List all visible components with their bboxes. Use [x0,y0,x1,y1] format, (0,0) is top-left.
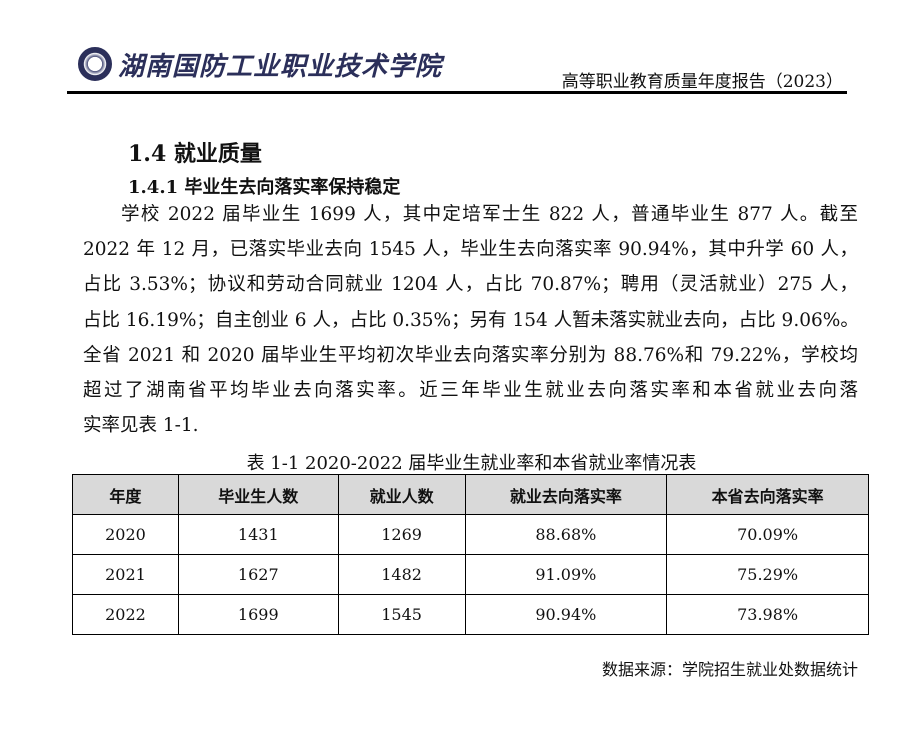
column-header: 就业人数 [337,474,466,515]
subsection-title: 1.4.1 毕业生去向落实率保持稳定 [128,177,401,198]
section-title: 1.4 就业质量 [128,141,262,167]
table-row: 2022 1699 1545 90.94% 73.98% [72,594,869,635]
column-header: 毕业生人数 [177,474,339,515]
table-caption: 表 1-1 2020-2022 届毕业生就业率和本省就业率情况表 [246,453,697,474]
table-cell: 88.68% [464,514,668,555]
table-cell: 2022 [72,594,179,635]
column-header: 年度 [72,474,179,515]
paragraph-line: 超过了湖南省平均毕业去向落实率。近三年毕业生就业去向落实率和本省就业去向落 [83,380,858,402]
table-row: 2021 1627 1482 91.09% 75.29% [72,554,869,595]
table-cell: 1431 [177,514,339,555]
table-cell: 91.09% [464,554,668,595]
table-header-row: 年度 毕业生人数 就业人数 就业去向落实率 本省去向落实率 [72,474,869,515]
paragraph-line: 实率见表 1-1. [83,415,199,437]
employment-table: 年度 毕业生人数 就业人数 就业去向落实率 本省去向落实率 2020 1431 12… [72,474,869,635]
column-header: 本省去向落实率 [666,474,869,515]
table-cell: 1269 [337,514,466,555]
paragraph-line: 占比 16.19%；自主创业 6 人，占比 0.35%；另有 154 人暂未落实… [83,309,859,331]
report-title: 高等职业教育质量年度报告（2023） [561,72,843,92]
table-row: 2020 1431 1269 88.68% 70.09% [72,514,869,555]
table-cell: 2021 [72,554,179,595]
table-cell: 70.09% [666,514,869,555]
table-cell: 2020 [72,514,179,555]
school-name: 湖南国防工业职业技术学院 [118,52,443,82]
table-cell: 1482 [337,554,466,595]
table-cell: 1627 [177,554,339,595]
table-cell: 90.94% [464,594,668,635]
table-cell: 1545 [337,594,466,635]
body-paragraph: 学校 2022 届毕业生 1699 人，其中定培军士生 822 人，普通毕业生 … [83,197,859,443]
paragraph-line: 占比 3.53%；协议和劳动合同就业 1204 人，占比 70.87%；聘用（灵… [83,274,858,296]
paragraph-line: 全省 2021 和 2020 届毕业生平均初次毕业去向落实率分别为 88.76%… [83,344,858,366]
table-cell: 1699 [177,594,339,635]
header-divider [67,91,847,94]
column-header: 就业去向落实率 [464,474,668,515]
table-cell: 75.29% [666,554,869,595]
paragraph-line: 2022 年 12 月，已落实毕业去向 1545 人，毕业生去向落实率 90.9… [83,239,858,261]
data-source-note: 数据来源：学院招生就业处数据统计 [601,660,858,679]
paragraph-line: 学校 2022 届毕业生 1699 人，其中定培军士生 822 人，普通毕业生 … [121,204,858,225]
table-cell: 73.98% [666,594,869,635]
school-logo [78,47,112,81]
